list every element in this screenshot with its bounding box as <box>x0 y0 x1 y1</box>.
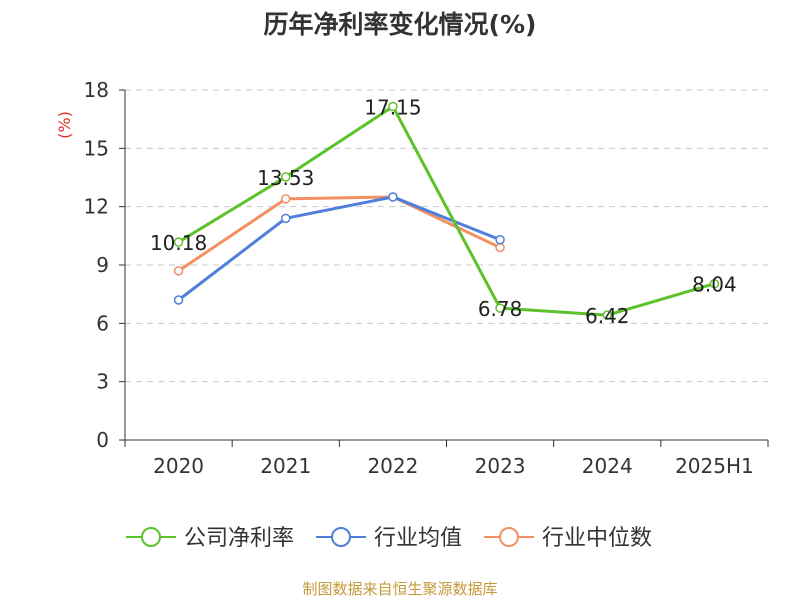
x-ticks: 2020 2021 2022 2023 2024 2025H1 <box>153 454 754 478</box>
y-axis-label: (%) <box>55 111 74 139</box>
x-tick-label: 2023 <box>475 454 526 478</box>
x-tick-label: 2025H1 <box>675 454 754 478</box>
series-point-1 <box>281 172 291 182</box>
legend-marker <box>141 527 161 547</box>
legend-marker <box>331 527 351 547</box>
grid-lines <box>125 89 768 383</box>
axes <box>119 89 769 447</box>
data-labels: 10.18 13.53 17.15 6.78 6.42 8.04 <box>150 96 737 329</box>
series-point-2 <box>281 213 291 224</box>
data-label: 17.15 <box>364 96 421 120</box>
legend-label: 公司净利率 <box>184 526 294 551</box>
legend-item-3[interactable]: 行业中位数 <box>484 526 652 551</box>
y-tick-label: 6 <box>96 311 109 335</box>
y-ticks: 0 3 6 9 12 15 18 <box>84 78 109 452</box>
legend-item-2[interactable]: 行业均值 <box>316 526 462 551</box>
series-line-2 <box>177 195 501 302</box>
source-footer: 制图数据来自恒生聚源数据库 <box>302 580 497 598</box>
y-tick-label: 12 <box>84 195 109 219</box>
y-tick-label: 15 <box>84 136 109 160</box>
legend-item-1[interactable]: 公司净利率 <box>126 526 294 551</box>
y-tick-label: 18 <box>84 78 109 102</box>
chart-title: 历年净利率变化情况(%) <box>264 10 537 39</box>
series-point-3 <box>281 194 291 204</box>
y-tick-label: 0 <box>96 428 109 452</box>
series-point-2 <box>495 234 505 245</box>
series-line-1 <box>177 105 715 317</box>
x-tick-label: 2021 <box>260 454 311 478</box>
data-label: 10.18 <box>150 231 207 255</box>
series-point-2 <box>173 295 184 305</box>
series-point-1 <box>388 101 398 112</box>
x-tick-label: 2020 <box>153 454 204 478</box>
series-point-1 <box>602 310 612 320</box>
legend[interactable]: 公司净利率 行业均值 行业中位数 <box>126 526 652 551</box>
legend-label: 行业中位数 <box>542 526 652 551</box>
data-label: 6.78 <box>478 297 523 321</box>
series-point-2 <box>388 192 398 202</box>
series-point-3 <box>495 242 505 253</box>
data-label: 8.04 <box>692 273 737 297</box>
data-label: 6.42 <box>585 304 630 328</box>
legend-label: 行业均值 <box>374 526 462 551</box>
series-line-3 <box>177 195 501 273</box>
series-point-1 <box>495 303 505 313</box>
series-point-1 <box>709 278 720 289</box>
data-label: 13.53 <box>257 166 314 190</box>
x-tick-label: 2024 <box>582 454 633 478</box>
series-layer <box>173 101 720 320</box>
x-tick-label: 2022 <box>367 454 418 478</box>
series-point-1 <box>173 237 184 247</box>
y-tick-label: 9 <box>96 253 109 277</box>
series-point-3 <box>173 266 184 276</box>
legend-marker <box>499 527 519 547</box>
y-tick-label: 3 <box>96 370 109 394</box>
